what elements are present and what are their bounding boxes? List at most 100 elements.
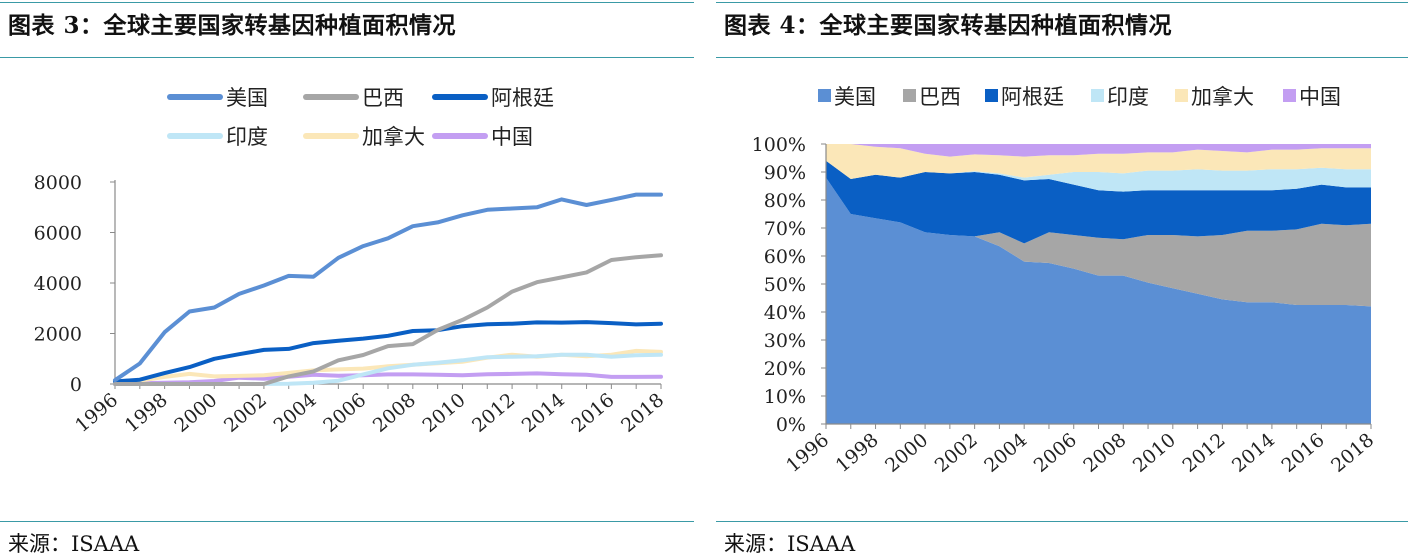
- x-tick-label: 2000: [881, 429, 932, 477]
- y-tick-label: 20%: [764, 358, 806, 380]
- chart-title: 图表 3：全球主要国家转基因种植面积情况: [8, 12, 457, 39]
- x-tick-label: 2014: [1228, 429, 1279, 477]
- x-tick-label: 1996: [782, 429, 833, 477]
- y-tick-label: 50%: [764, 274, 806, 296]
- x-tick-label: 2008: [369, 389, 420, 437]
- legend-label: 美国: [226, 86, 268, 110]
- legend-label: 阿根廷: [491, 86, 554, 110]
- series-area: [826, 177, 1371, 424]
- legend-label: 阿根廷: [1001, 85, 1064, 109]
- chart-title: 图表 4：全球主要国家转基因种植面积情况: [724, 12, 1173, 39]
- series-area: [826, 160, 1371, 244]
- legend-swatch: [1283, 89, 1296, 102]
- legend: 美国 巴西 阿根廷 印度 加拿大 中国: [818, 85, 1341, 109]
- legend-item: 美国: [167, 86, 268, 110]
- legend-item: 印度: [167, 125, 268, 149]
- chart-panel-area-stacked: 图表 4：全球主要国家转基因种植面积情况 美国 巴西 阿根廷 印度 加拿大 中国 0% 10%…: [716, 0, 1408, 560]
- legend-label: 美国: [834, 85, 876, 109]
- x-tick-label: 2010: [418, 389, 469, 437]
- legend-label: 加拿大: [362, 125, 425, 149]
- y-tick-label: 40%: [764, 302, 806, 324]
- chart-panel-area-line: 图表 3：全球主要国家转基因种植面积情况 美国 巴西 阿根廷印度 加拿大 中国 0 2000…: [0, 0, 694, 560]
- x-tick-label: 2016: [1277, 429, 1328, 477]
- source-note: 来源：ISAAA: [8, 532, 140, 556]
- x-tick-labels: 1996199820002002200420062008201020122014…: [782, 424, 1378, 477]
- x-tick-label: 1998: [832, 429, 883, 477]
- x-tick-label: 2012: [468, 389, 519, 437]
- x-tick-label: 2006: [319, 389, 370, 437]
- legend-swatch: [985, 89, 998, 102]
- legend-label: 中国: [491, 125, 533, 149]
- x-tick-label: 2018: [617, 389, 668, 437]
- x-tick-label: 2016: [567, 389, 618, 437]
- series-areas: [826, 144, 1371, 424]
- title-rule: [716, 57, 1408, 58]
- x-tick-label: 1998: [121, 389, 172, 437]
- source-note: 来源：ISAAA: [724, 532, 856, 556]
- x-tick-label: 2002: [931, 429, 982, 477]
- legend-label: 加拿大: [1191, 85, 1254, 109]
- x-tick-label: 2004: [270, 389, 321, 437]
- y-tick-label: 0: [70, 374, 82, 396]
- y-tick-label: 2000: [34, 324, 82, 346]
- legend-item: 巴西: [303, 86, 404, 110]
- y-tick-label: 70%: [764, 218, 806, 240]
- series-lines: [113, 192, 663, 386]
- series-line: [113, 192, 663, 383]
- legend-swatch: [903, 89, 916, 102]
- stacked-area-chart: 美国 巴西 阿根廷 印度 加拿大 中国 0% 10% 20% 30% 40% 50% 60% 70% 80%…: [752, 85, 1379, 477]
- x-tick-label: 2002: [220, 389, 271, 437]
- legend-swatch: [818, 89, 831, 102]
- series-area: [826, 160, 1371, 192]
- series-line: [113, 253, 663, 386]
- x-tick-label: 2018: [1327, 429, 1378, 477]
- top-rule: [0, 2, 694, 3]
- legend-item: 巴西: [903, 85, 961, 109]
- legend-label: 巴西: [362, 86, 404, 110]
- x-tick-label: 2010: [1129, 429, 1180, 477]
- x-tick-label: 2012: [1178, 429, 1229, 477]
- series-area: [826, 144, 1371, 179]
- y-tick-label: 8000: [34, 172, 82, 194]
- y-tick-label: 4000: [34, 273, 82, 295]
- y-tick-label: 6000: [34, 223, 82, 245]
- y-tick-label: 100%: [752, 134, 806, 156]
- x-tick-label: 2000: [170, 389, 221, 437]
- series-line: [113, 320, 663, 384]
- title-rule: [0, 57, 694, 58]
- x-tick-label: 2006: [1030, 429, 1081, 477]
- x-tick-label: 2014: [518, 389, 569, 437]
- y-tick-label: 30%: [764, 330, 806, 352]
- source-rule: [716, 521, 1408, 522]
- x-tick-label: 1996: [71, 389, 122, 437]
- legend-item: 加拿大: [1175, 85, 1254, 109]
- legend-item: 中国: [432, 125, 533, 149]
- series-area: [826, 144, 1371, 157]
- y-tick-label: 80%: [764, 190, 806, 212]
- legend-label: 中国: [1299, 85, 1341, 109]
- source-rule: [0, 521, 694, 522]
- x-tick-label: 2004: [980, 429, 1031, 477]
- legend-item: 阿根廷: [985, 85, 1064, 109]
- legend-swatch: [1091, 89, 1104, 102]
- legend-item: 阿根廷: [432, 86, 554, 110]
- legend-label: 印度: [226, 125, 268, 149]
- legend-item: 美国: [818, 85, 876, 109]
- legend-item: 印度: [1091, 85, 1149, 109]
- x-tick-label: 2008: [1079, 429, 1130, 477]
- y-tick-labels: 0 2000 4000 6000 8000: [34, 172, 115, 396]
- legend-item: 加拿大: [303, 125, 425, 149]
- series-line: [113, 352, 663, 386]
- y-tick-labels: 0% 10% 20% 30% 40% 50% 60% 70% 80% 90% 100%: [752, 134, 826, 436]
- top-rule: [716, 2, 1408, 3]
- legend-item: 中国: [1283, 85, 1341, 109]
- legend-label: 巴西: [919, 85, 961, 109]
- x-tick-labels: 1996199820002002200420062008201020122014…: [71, 384, 668, 437]
- y-tick-label: 90%: [764, 162, 806, 184]
- y-tick-label: 10%: [764, 386, 806, 408]
- legend-label: 印度: [1107, 85, 1149, 109]
- legend-swatch: [1175, 89, 1188, 102]
- y-tick-label: 0%: [776, 414, 806, 436]
